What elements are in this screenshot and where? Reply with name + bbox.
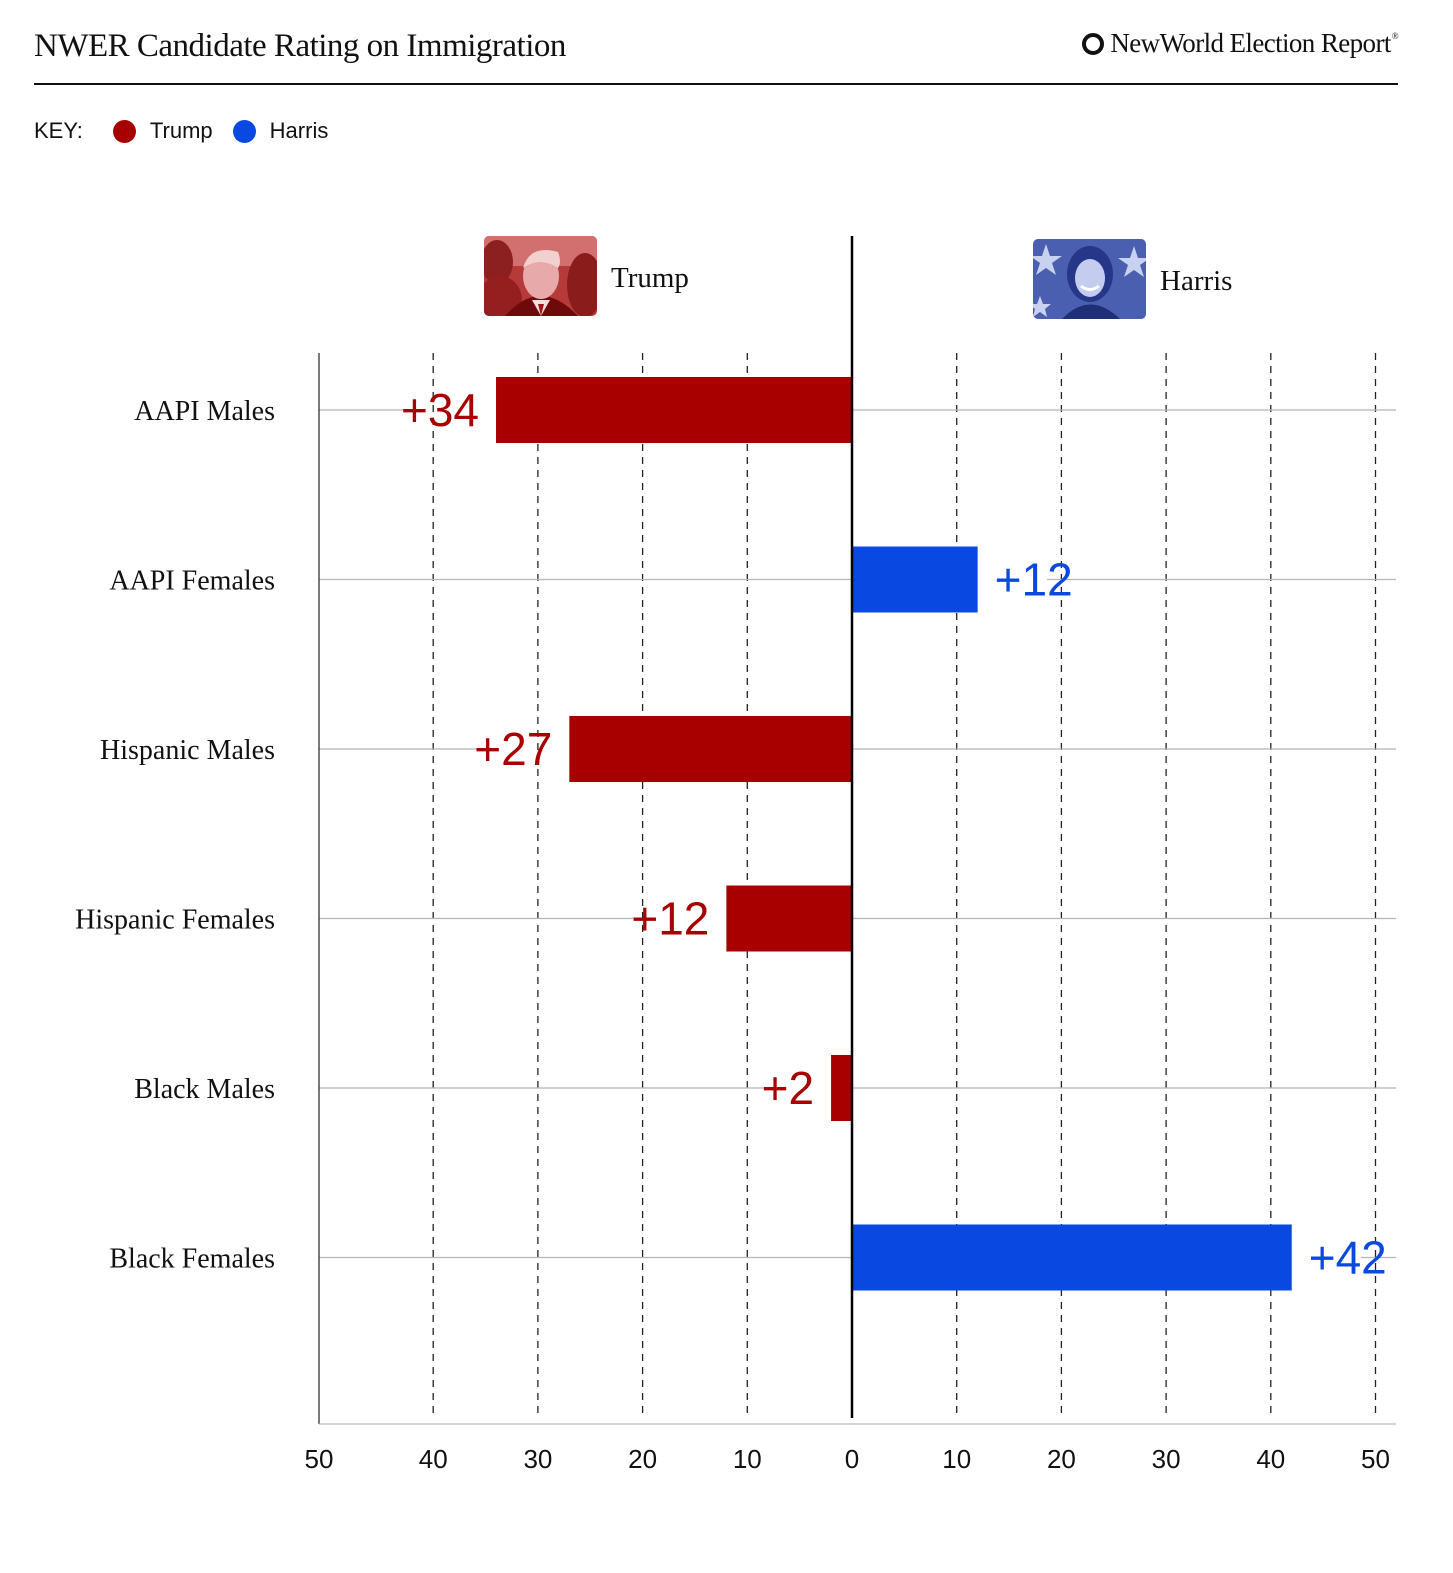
bars [496, 377, 1292, 1291]
x-tick-label: 0 [845, 1444, 859, 1474]
x-tick-label: 20 [1047, 1444, 1076, 1474]
data-label: +2 [762, 1062, 814, 1114]
header-divider [34, 83, 1398, 85]
brand-name: NewWorld Election Report [1110, 28, 1391, 58]
data-label: +12 [995, 554, 1073, 606]
x-tick-label: 40 [419, 1444, 448, 1474]
harris-portrait-photo [1033, 239, 1146, 319]
category-label: AAPI Females [109, 566, 275, 597]
trump-dot-icon [112, 119, 136, 143]
category-labels: AAPI Males AAPI Females Hispanic Males Hisp… [75, 396, 275, 1275]
category-label: Hispanic Males [100, 735, 275, 766]
trump-column-label: Trump [611, 262, 689, 294]
data-label: +42 [1309, 1232, 1387, 1284]
x-tick-label: 50 [305, 1444, 334, 1474]
legend: KEY: Trump Harris [34, 118, 348, 144]
bar-trump [569, 716, 852, 782]
chart-title: NWER Candidate Rating on Immigration [34, 28, 566, 64]
x-tick-label: 10 [942, 1444, 971, 1474]
bar-harris [852, 1224, 1292, 1291]
circle-logo-icon [1082, 32, 1105, 55]
x-axis-ticks: 50 40 30 20 10 0 10 20 30 40 50 [305, 1444, 1390, 1474]
x-tick-label: 30 [1152, 1444, 1181, 1474]
trump-portrait-photo [484, 236, 597, 316]
bar-harris [852, 546, 978, 613]
x-tick-label: 40 [1256, 1444, 1285, 1474]
legend-label-trump: Trump [149, 118, 213, 143]
harris-dot-icon [232, 119, 256, 143]
bar-trump [496, 377, 852, 443]
data-labels: +34 +12 +27 +12 +2 +42 [401, 384, 1387, 1284]
trademark-mark: ® [1391, 31, 1399, 41]
category-label: Black Males [134, 1074, 275, 1105]
data-label: +34 [401, 384, 479, 436]
legend-title: KEY: [34, 118, 83, 143]
legend-item-trump: Trump [112, 118, 213, 144]
harris-column-label: Harris [1160, 265, 1232, 297]
category-label: AAPI Males [134, 396, 275, 427]
data-label: +27 [474, 723, 552, 775]
brand-logo-text[interactable]: NewWorld Election Report ® [1082, 28, 1399, 59]
x-tick-label: 20 [628, 1444, 657, 1474]
category-label: Black Females [109, 1244, 275, 1275]
legend-label-harris: Harris [269, 118, 329, 143]
bar-trump [726, 885, 852, 952]
bar-trump [831, 1055, 852, 1121]
category-label: Hispanic Females [75, 905, 275, 936]
legend-item-harris: Harris [232, 118, 329, 144]
x-tick-label: 30 [523, 1444, 552, 1474]
x-tick-label: 50 [1361, 1444, 1390, 1474]
x-tick-label: 10 [733, 1444, 762, 1474]
data-label: +12 [631, 893, 709, 945]
